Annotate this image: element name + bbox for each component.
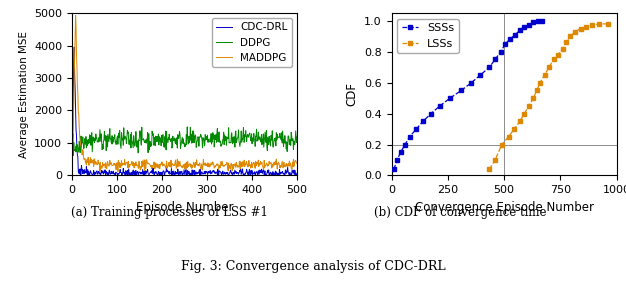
SSSs bbox=[491, 58, 499, 61]
Text: Fig. 3: Convergence analysis of CDC-DRL: Fig. 3: Convergence analysis of CDC-DRL bbox=[181, 260, 445, 273]
LSSs bbox=[567, 35, 574, 38]
Legend: SSSs, LSSs: SSSs, LSSs bbox=[397, 19, 459, 53]
LSSs bbox=[505, 135, 512, 139]
CDC-DRL bbox=[178, 170, 185, 174]
DDPG bbox=[183, 125, 191, 129]
SSSs bbox=[534, 19, 541, 23]
MADDPG bbox=[191, 166, 198, 169]
LSSs bbox=[491, 158, 499, 162]
DDPG bbox=[294, 135, 301, 139]
SSSs bbox=[397, 151, 404, 154]
Line: LSSs: LSSs bbox=[488, 22, 610, 171]
DDPG bbox=[69, 154, 77, 157]
SSSs bbox=[427, 112, 434, 115]
SSSs bbox=[525, 23, 533, 26]
SSSs bbox=[486, 66, 493, 69]
Text: (b) CDF of convergence time: (b) CDF of convergence time bbox=[374, 206, 546, 219]
DDPG bbox=[254, 137, 261, 140]
Y-axis label: CDF: CDF bbox=[346, 82, 359, 106]
LSSs bbox=[498, 143, 506, 146]
SSSs bbox=[406, 135, 413, 139]
MADDPG bbox=[203, 163, 211, 166]
CDC-DRL bbox=[289, 170, 296, 173]
CDC-DRL bbox=[177, 170, 184, 173]
DDPG bbox=[289, 138, 296, 141]
DDPG bbox=[176, 130, 183, 133]
LSSs bbox=[604, 22, 612, 26]
SSSs bbox=[538, 19, 546, 23]
SSSs bbox=[446, 96, 454, 100]
LSSs bbox=[582, 25, 590, 29]
SSSs bbox=[468, 81, 475, 84]
LSSs bbox=[562, 41, 570, 44]
LSSs bbox=[533, 89, 540, 92]
X-axis label: Episode Number: Episode Number bbox=[136, 201, 233, 214]
CDC-DRL bbox=[69, 144, 76, 148]
DDPG bbox=[191, 135, 198, 138]
LSSs bbox=[536, 81, 544, 84]
SSSs bbox=[477, 73, 485, 77]
SSSs bbox=[393, 158, 401, 162]
DDPG bbox=[203, 138, 211, 141]
LSSs bbox=[521, 112, 528, 115]
Legend: CDC-DRL, DDPG, MADDPG: CDC-DRL, DDPG, MADDPG bbox=[212, 18, 292, 67]
SSSs bbox=[501, 42, 509, 46]
CDC-DRL bbox=[254, 173, 261, 177]
SSSs bbox=[497, 50, 505, 53]
CDC-DRL bbox=[191, 169, 198, 173]
LSSs bbox=[577, 27, 584, 30]
CDC-DRL bbox=[77, 174, 85, 177]
LSSs bbox=[550, 58, 557, 61]
SSSs bbox=[458, 89, 465, 92]
CDC-DRL bbox=[203, 170, 211, 173]
SSSs bbox=[530, 21, 537, 24]
SSSs bbox=[506, 38, 513, 41]
LSSs bbox=[555, 53, 562, 57]
MADDPG bbox=[294, 162, 301, 166]
SSSs bbox=[436, 104, 444, 108]
LSSs bbox=[595, 22, 602, 26]
SSSs bbox=[511, 33, 519, 37]
Line: SSSs: SSSs bbox=[392, 19, 545, 171]
SSSs bbox=[419, 119, 427, 123]
LSSs bbox=[486, 168, 493, 171]
MADDPG bbox=[178, 165, 185, 168]
LSSs bbox=[516, 119, 523, 123]
DDPG bbox=[177, 144, 185, 148]
LSSs bbox=[559, 47, 567, 50]
MADDPG bbox=[114, 170, 121, 173]
X-axis label: Convergence Episode Number: Convergence Episode Number bbox=[414, 201, 593, 214]
MADDPG bbox=[254, 162, 261, 166]
Line: DDPG: DDPG bbox=[73, 127, 297, 155]
Line: MADDPG: MADDPG bbox=[73, 15, 297, 172]
LSSs bbox=[510, 127, 518, 131]
MADDPG bbox=[289, 160, 296, 164]
LSSs bbox=[541, 73, 548, 77]
DDPG bbox=[69, 138, 76, 142]
MADDPG bbox=[69, 145, 76, 148]
SSSs bbox=[401, 143, 409, 146]
SSSs bbox=[413, 127, 420, 131]
LSSs bbox=[530, 96, 537, 100]
CDC-DRL bbox=[71, 45, 78, 49]
LSSs bbox=[545, 66, 553, 69]
SSSs bbox=[521, 25, 528, 29]
MADDPG bbox=[72, 14, 80, 17]
Y-axis label: Average Estimation MSE: Average Estimation MSE bbox=[19, 31, 29, 158]
SSSs bbox=[516, 28, 523, 32]
Text: (a) Training processes of LSS #1: (a) Training processes of LSS #1 bbox=[71, 206, 267, 219]
CDC-DRL bbox=[294, 174, 301, 177]
MADDPG bbox=[177, 160, 184, 163]
Line: CDC-DRL: CDC-DRL bbox=[73, 47, 297, 175]
SSSs bbox=[390, 168, 398, 171]
LSSs bbox=[525, 104, 533, 108]
LSSs bbox=[571, 30, 578, 33]
LSSs bbox=[588, 24, 595, 27]
